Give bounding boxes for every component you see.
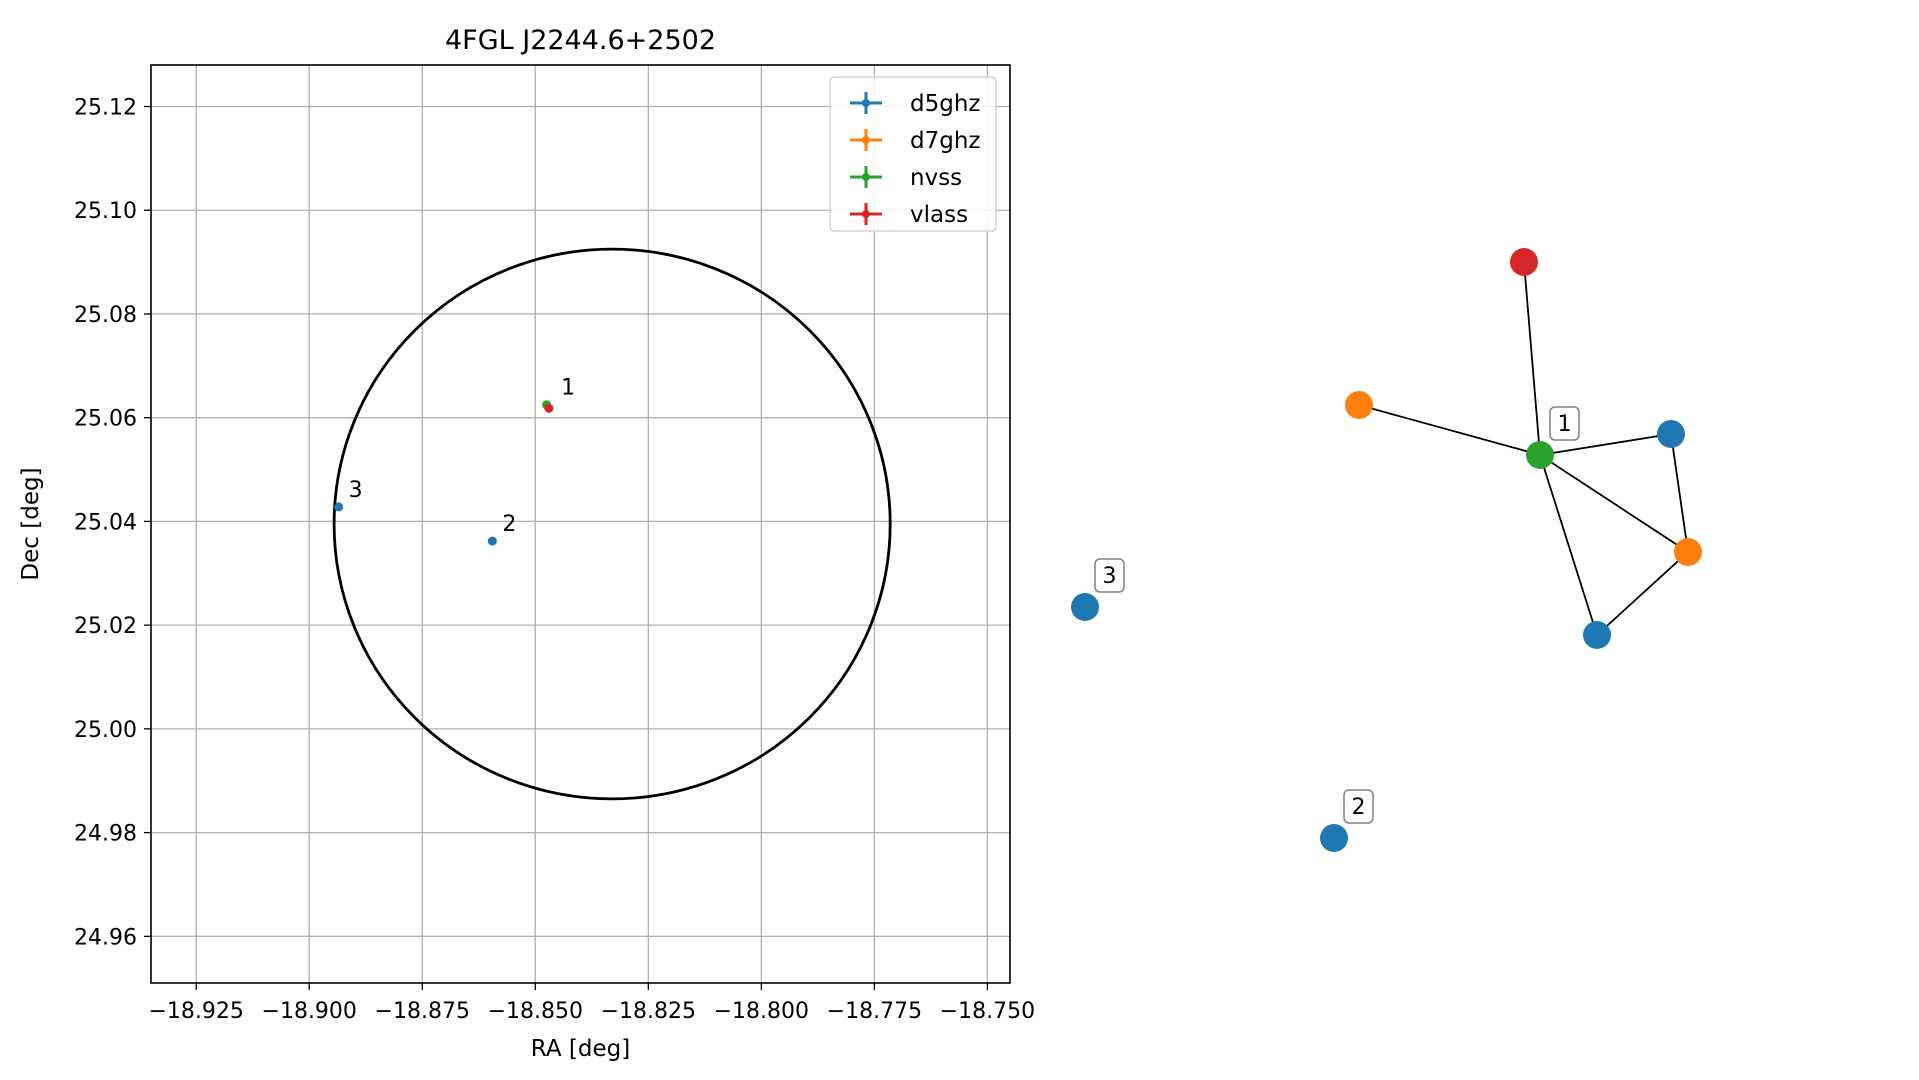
x-tick-label: −18.775: [827, 999, 922, 1024]
d5ghz-point: [334, 502, 344, 512]
graph-edge: [1358, 404, 1541, 456]
scatter-plot: 4FGL J2244.6+2502 123 −18.925 −18.900 −18.…: [18, 25, 1035, 1062]
nvss-node: [1526, 441, 1554, 469]
point-annotation: 1: [561, 376, 575, 401]
graph-edge: [1539, 454, 1689, 553]
y-tick-label: 25.12: [74, 95, 137, 120]
graph-edge: [1596, 551, 1689, 636]
data-points: [334, 400, 554, 546]
node-label: 3: [1103, 564, 1117, 589]
network-graph: 1 3 2: [1071, 248, 1702, 852]
d7ghz-node: [1345, 391, 1373, 419]
x-axis-ticks: −18.925 −18.900 −18.875 −18.850 −18.825 −18.8…: [148, 983, 1035, 1024]
graph-edge: [1539, 433, 1672, 456]
vlass-node: [1510, 248, 1538, 276]
vlass-point: [544, 403, 554, 413]
uncertainty-ellipse: [332, 247, 892, 801]
legend-label: nvss: [910, 165, 962, 191]
x-tick-label: −18.875: [375, 999, 470, 1024]
graph-edge: [1523, 261, 1541, 456]
d5ghz-node: [1320, 824, 1348, 852]
graph-edge: [1670, 433, 1689, 553]
legend-marker-dot: [862, 210, 870, 218]
y-tick-label: 24.96: [74, 925, 137, 950]
node-label-box: [1094, 558, 1125, 593]
node-label-box: [1343, 789, 1374, 824]
graph-node-labels: 1 3 2: [1094, 406, 1580, 824]
d5ghz-node: [1071, 593, 1099, 621]
node-label: 2: [1352, 795, 1366, 820]
graph-edge: [1539, 454, 1598, 636]
d5ghz-node: [1583, 621, 1611, 649]
x-axis-label: RA [deg]: [531, 1036, 630, 1062]
y-tick-label: 25.08: [74, 303, 137, 328]
y-tick-label: 25.04: [74, 510, 137, 535]
y-tick-label: 24.98: [74, 822, 137, 847]
chart-title: 4FGL J2244.6+2502: [445, 25, 716, 56]
x-tick-label: −18.900: [262, 999, 357, 1024]
legend-box: [829, 76, 997, 232]
legend: d5ghz d7ghz nvss vlass: [829, 76, 997, 232]
point-annotation: 2: [502, 512, 516, 537]
legend-label: d7ghz: [910, 128, 980, 154]
error-ellipse: [332, 247, 892, 801]
d7ghz-node: [1674, 538, 1702, 566]
graph-edges: [1358, 261, 1689, 636]
point-annotations: 1 2 3: [349, 376, 575, 537]
node-label: 1: [1558, 412, 1572, 437]
legend-marker-dot: [862, 136, 870, 144]
graph-nodes: [1071, 248, 1702, 852]
x-tick-label: −18.850: [488, 999, 583, 1024]
legend-marker-dot: [862, 173, 870, 181]
y-axis-ticks: 24.96 24.98 25.00 25.02 25.04 25.06 25.08 25.10…: [74, 95, 151, 950]
x-tick-label: −18.925: [148, 999, 243, 1024]
legend-label: d5ghz: [910, 91, 980, 117]
plot-frame: [150, 64, 1011, 984]
point-annotation: 3: [349, 478, 363, 503]
y-tick-label: 25.02: [74, 614, 137, 639]
y-tick-label: 25.00: [74, 718, 137, 743]
y-tick-label: 25.10: [74, 199, 137, 224]
d5ghz-node: [1657, 420, 1685, 448]
legend-label: vlass: [910, 202, 968, 228]
y-axis-label: Dec [deg]: [18, 467, 44, 580]
legend-marker-dot: [862, 99, 870, 107]
x-tick-label: −18.825: [601, 999, 696, 1024]
y-tick-label: 25.06: [74, 407, 137, 432]
x-tick-label: −18.750: [940, 999, 1035, 1024]
x-tick-label: −18.800: [714, 999, 809, 1024]
d5ghz-point: [487, 536, 497, 546]
node-label-box: [1549, 406, 1580, 441]
